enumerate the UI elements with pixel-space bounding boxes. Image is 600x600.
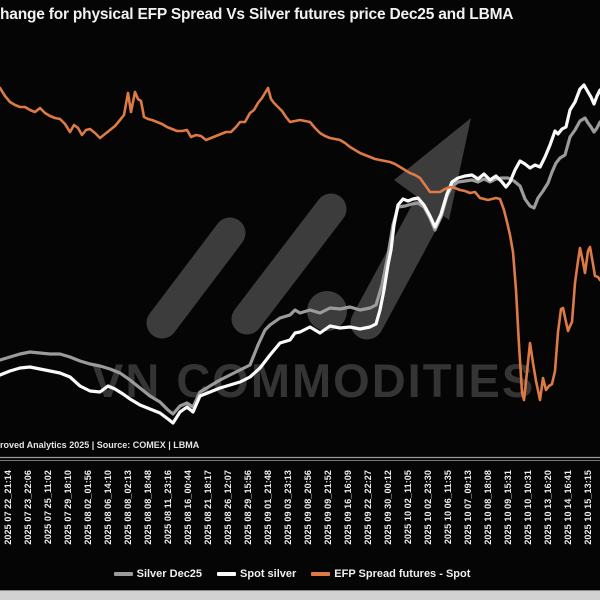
x-axis-label: 2025 08 08_18:48 (143, 470, 153, 545)
x-axis-label: 2025 08 02_01:56 (83, 470, 93, 545)
x-axis-label: 2025 09 30_00:12 (383, 470, 393, 545)
legend-label: Silver Dec25 (136, 568, 203, 580)
series-line-silver-dec25 (0, 116, 600, 416)
trend-arrow-watermark-icon (146, 118, 471, 340)
series-line-spot-silver (0, 83, 600, 425)
legend-dash-icon (311, 572, 331, 576)
x-axis-label: 2025 08 21_18:17 (203, 470, 213, 545)
x-axis-label: 2025 10 14_16:41 (563, 470, 573, 545)
bottom-edge-strip (0, 590, 600, 600)
x-axis-label: 2025 10 02_23:30 (423, 470, 433, 545)
x-axis-label: 2025 09 08_20:56 (303, 470, 313, 545)
watermark-text: VN COMMODITIES (92, 354, 535, 407)
x-axis-label: 2025 09 03_23:13 (283, 470, 293, 545)
legend-dash-icon (113, 572, 133, 576)
x-axis-label: 2025 09 16_16:09 (343, 470, 353, 545)
x-axis-label: 2025 08 06_14:10 (103, 470, 113, 545)
x-axis-label: 2025 10 08_18:08 (483, 470, 493, 545)
x-axis-label: 2025 10 10_10:31 (523, 470, 533, 545)
x-axis-label: 2025 08 11_23:16 (163, 470, 173, 544)
x-axis-label: 2025 07 29_18:10 (63, 470, 73, 545)
legend-label: Spot silver (240, 568, 297, 580)
series-line-efp-spread-futures-spot (0, 86, 600, 402)
x-axis-label: 2025 07 25_11:02 (43, 470, 53, 544)
x-axis-label: 2025 10 02_11:05 (403, 470, 413, 544)
x-axis-label: 2025 10 13_16:20 (543, 470, 553, 545)
legend-item-efp-spread-futures-spot: EFP Spread futures - Spot (311, 568, 470, 580)
series-lines (0, 83, 600, 425)
x-axis-labels: 2025 07 22_21:14 2025 07 23_22:06 2025 07 … (3, 470, 593, 545)
x-axis-label: 2025 10 15_13:15 (583, 470, 593, 545)
x-axis-label: 2025 09 22_22:27 (363, 470, 373, 545)
x-axis-label: 2025 09 09_21:52 (323, 470, 333, 545)
x-axis-label: 2025 08 29_15:56 (243, 470, 253, 545)
legend-item-spot-silver: Spot silver (217, 568, 296, 580)
legend-item-silver-dec25: Silver Dec25 (113, 568, 203, 580)
x-axis-label: 2025 07 22_21:14 (3, 470, 13, 545)
x-axis-label: 2025 07 23_22:06 (23, 470, 33, 545)
x-axis-line (0, 456, 600, 461)
legend: Silver Dec25 Spot silver EFP Spread future… (0, 565, 584, 583)
x-axis-label: 2025 08 26_12:07 (223, 470, 233, 545)
x-axis-label: 2025 08 16_00:44 (183, 470, 193, 545)
legend-dash-icon (217, 572, 237, 576)
legend-label: EFP Spread futures - Spot (334, 568, 471, 580)
x-axis-label: 2025 10 06_11:35 (443, 470, 453, 544)
x-axis-label: 2025 08 08_02:13 (123, 470, 133, 545)
x-axis-label: 2025 10 07_09:13 (463, 470, 473, 545)
source-note: roved Analytics 2025 | Source: COMEX | L… (0, 440, 200, 450)
x-axis-label: 2025 09 01_21:48 (263, 470, 273, 545)
x-axis-label: 2025 10 09_15:31 (503, 470, 513, 545)
chart-title: hange for physical EFP Spread Vs Silver … (0, 6, 514, 23)
